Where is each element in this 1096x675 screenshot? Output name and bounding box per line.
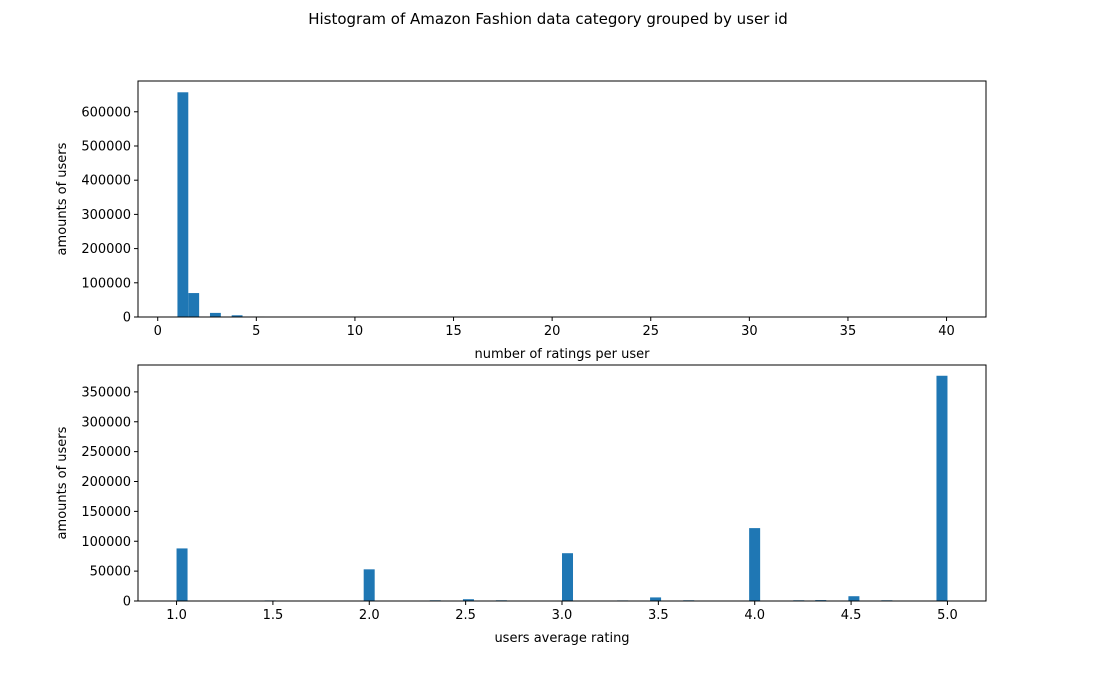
y-tick-label: 150000 [81,505,131,520]
x-axis-label: users average rating [494,631,629,646]
x-tick-label: 15 [445,324,462,339]
y-tick-label: 400000 [81,174,131,189]
x-tick-label: 4.0 [744,608,765,623]
histogram-bar [749,528,761,601]
histogram-bar [936,375,948,601]
y-tick-label: 50000 [90,565,131,580]
x-tick-label: 0 [154,324,162,339]
x-tick-label: 25 [642,324,659,339]
figure-suptitle: Histogram of Amazon Fashion data categor… [308,10,788,28]
ratings-per-user-histogram: 0 5 10 15 20 25 30 35 40 0 100000 200000 300000 40000… [55,80,987,362]
histogram-bar [177,92,189,317]
x-tick-label: 20 [544,324,561,339]
average-rating-histogram: 1.0 1.5 2.0 2.5 3.0 3.5 4.0 4.5 5.0 0 50000 100000 1… [55,364,987,646]
histogram-bar [231,315,243,317]
y-axis-label: amounts of users [55,142,70,255]
y-tick-label: 100000 [81,276,131,291]
y-tick-label: 0 [123,311,131,326]
x-tick-label: 2.5 [455,608,476,623]
x-tick-label: 10 [347,324,364,339]
histogram-bar [176,548,188,601]
y-tick-label: 600000 [81,105,131,120]
y-tick-label: 500000 [81,139,131,154]
histogram-bar [562,553,574,601]
y-tick-label: 250000 [81,445,131,460]
y-tick-label: 100000 [81,535,131,550]
x-tick-label: 2.0 [359,608,380,623]
x-tick-label: 3.5 [648,608,669,623]
histogram-bar [462,599,474,601]
x-tick-label: 4.5 [841,608,862,623]
x-tick-label: 3.0 [552,608,573,623]
axes-frame [137,80,987,318]
histogram-bar [363,569,375,601]
histogram-bar [650,597,662,601]
x-tick-label: 1.5 [263,608,284,623]
histogram-bar [848,596,860,601]
x-tick-label: 5 [252,324,260,339]
x-tick-label: 40 [938,324,955,339]
y-axis-label: amounts of users [55,426,70,539]
y-tick-label: 300000 [81,208,131,223]
y-tick-label: 200000 [81,242,131,257]
y-tick-label: 0 [123,595,131,610]
x-axis-label: number of ratings per user [474,347,650,362]
x-tick-label: 5.0 [937,608,958,623]
histogram-bar [188,293,200,317]
y-tick-label: 200000 [81,475,131,490]
x-tick-label: 30 [741,324,758,339]
histogram-bar [209,312,221,317]
y-tick-label: 300000 [81,415,131,430]
x-tick-label: 1.0 [166,608,187,623]
x-tick-label: 35 [840,324,857,339]
y-tick-label: 350000 [81,385,131,400]
